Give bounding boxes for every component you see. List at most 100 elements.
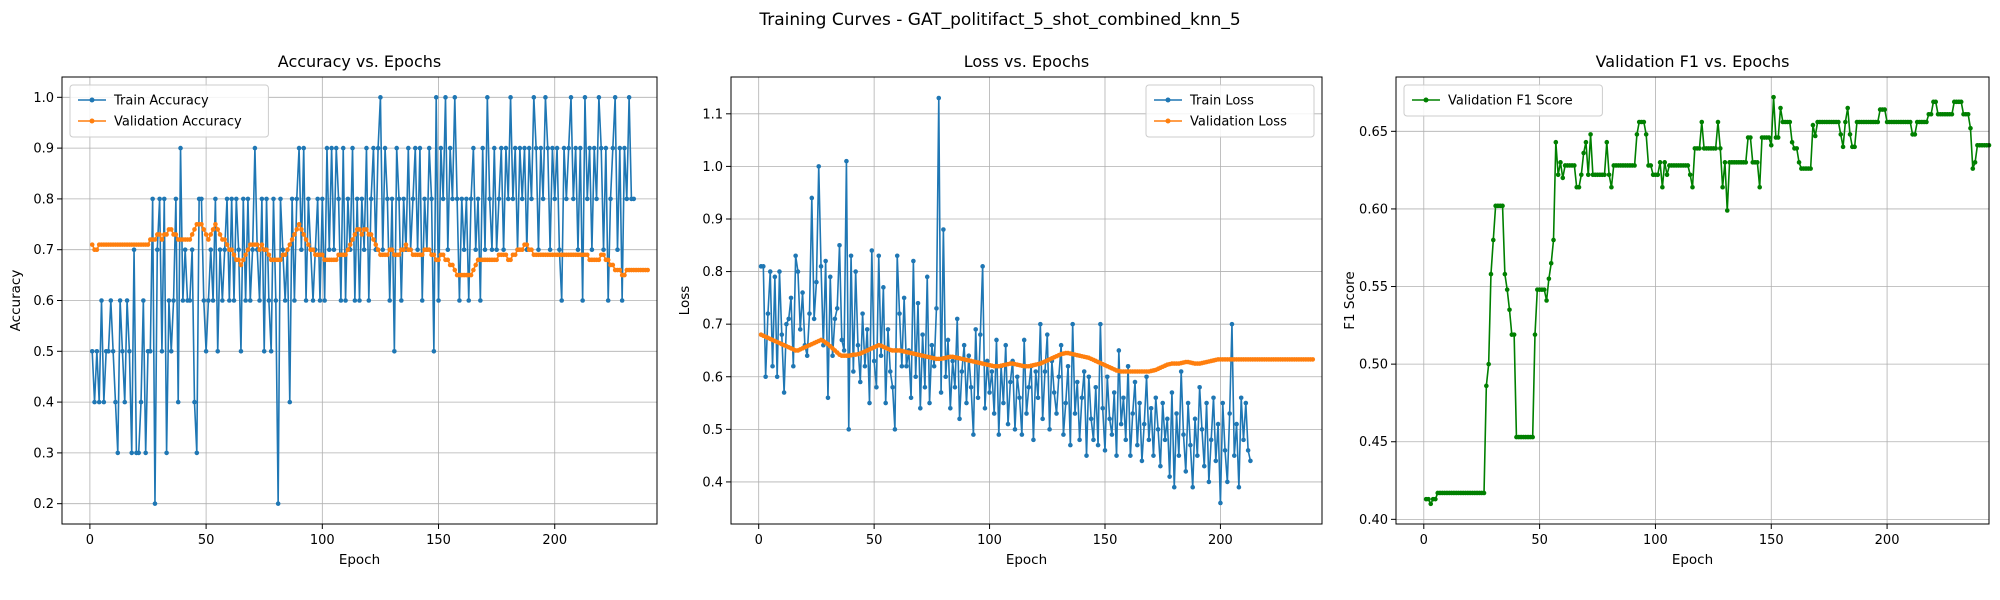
data-point (282, 252, 288, 258)
data-point (171, 298, 176, 303)
data-point (774, 374, 780, 380)
data-point (166, 298, 172, 303)
data-point (1912, 132, 1918, 137)
data-point (240, 257, 246, 263)
data-point (145, 242, 151, 247)
series-line (91, 96, 634, 505)
data-point (1907, 119, 1913, 125)
data-point (231, 252, 237, 258)
data-point (1718, 146, 1723, 151)
data-point (1014, 374, 1020, 380)
data-point (1183, 469, 1189, 474)
data-point (148, 349, 153, 354)
data-point (438, 145, 444, 151)
data-point (1035, 395, 1041, 401)
data-point (959, 369, 965, 374)
y-tick-label: 1.0 (702, 160, 723, 175)
data-point (268, 349, 274, 354)
data-point (832, 316, 838, 322)
series-validation-loss (758, 332, 1316, 374)
legend-label: Validation F1 Score (1448, 94, 1573, 109)
data-point (1507, 307, 1512, 313)
legend-swatch-marker (1423, 97, 1429, 103)
data-point (238, 262, 244, 268)
data-point (1775, 135, 1781, 140)
data-point (1502, 271, 1508, 277)
data-point (1181, 432, 1186, 437)
data-point (931, 363, 937, 369)
y-tick-label: 0.7 (33, 243, 54, 258)
data-point (913, 374, 918, 380)
data-point (991, 411, 997, 416)
data-point (578, 145, 583, 151)
data-point (108, 298, 114, 303)
data-point (136, 450, 141, 456)
data-point (825, 395, 831, 401)
legend-swatch-marker (89, 97, 95, 103)
data-point (1031, 437, 1036, 443)
data-point (317, 298, 323, 303)
data-point (275, 501, 281, 506)
data-point (1715, 119, 1721, 125)
legend: Validation F1 Score (1403, 84, 1603, 117)
data-point (266, 298, 272, 303)
data-point (203, 349, 209, 354)
data-point (1051, 390, 1057, 395)
data-point (1660, 184, 1665, 190)
data-point (447, 145, 453, 151)
data-point (124, 298, 130, 303)
data-point (141, 298, 146, 303)
data-point (761, 264, 766, 269)
series-validation-f1-score (1423, 94, 1992, 507)
data-point (1558, 160, 1563, 165)
data-point (911, 258, 916, 264)
data-point (1197, 384, 1202, 390)
chart-panel-1: 0 50 100 150 200 0.2 0.3 0.4 0.5 0.6 0.7 0.8 0.9 1.0 A… (8, 52, 658, 568)
data-point (478, 298, 483, 303)
data-point (1838, 132, 1844, 137)
data-point (804, 353, 810, 359)
data-point (1229, 321, 1235, 327)
data-point (454, 196, 460, 202)
data-point (392, 349, 397, 354)
data-point (536, 247, 541, 252)
data-point (1541, 287, 1547, 292)
data-point (299, 227, 304, 232)
chart-title: Validation F1 vs. Epochs (1596, 52, 1790, 71)
data-point (612, 95, 618, 100)
data-point (1713, 146, 1718, 151)
data-point (1144, 374, 1149, 380)
data-point (336, 196, 341, 202)
data-point (343, 252, 348, 258)
data-point (770, 363, 775, 369)
data-point (252, 145, 258, 151)
data-point (440, 196, 446, 202)
data-point (394, 145, 399, 151)
data-point (296, 145, 302, 151)
data-point (347, 242, 353, 247)
data-point (816, 164, 822, 169)
data-point (580, 298, 585, 303)
data-point (1722, 160, 1728, 165)
data-point (1933, 99, 1939, 105)
data-point (403, 242, 409, 247)
data-point (1070, 321, 1075, 327)
data-point (1428, 501, 1434, 507)
y-axis-label: Accuracy (8, 270, 24, 332)
data-point (173, 196, 179, 202)
data-point (445, 257, 451, 263)
data-point (1697, 146, 1702, 151)
data-point (584, 196, 590, 202)
data-point (1227, 411, 1232, 416)
data-point (1204, 400, 1209, 406)
x-tick-label: 200 (1208, 533, 1233, 548)
legend-label: Train Loss (1189, 94, 1254, 109)
data-point (622, 272, 627, 278)
data-point (496, 196, 502, 202)
data-point (345, 196, 351, 202)
data-point (1215, 421, 1221, 427)
data-point (961, 342, 967, 348)
data-point (301, 232, 307, 237)
data-point (1061, 432, 1066, 437)
data-point (1093, 384, 1099, 390)
